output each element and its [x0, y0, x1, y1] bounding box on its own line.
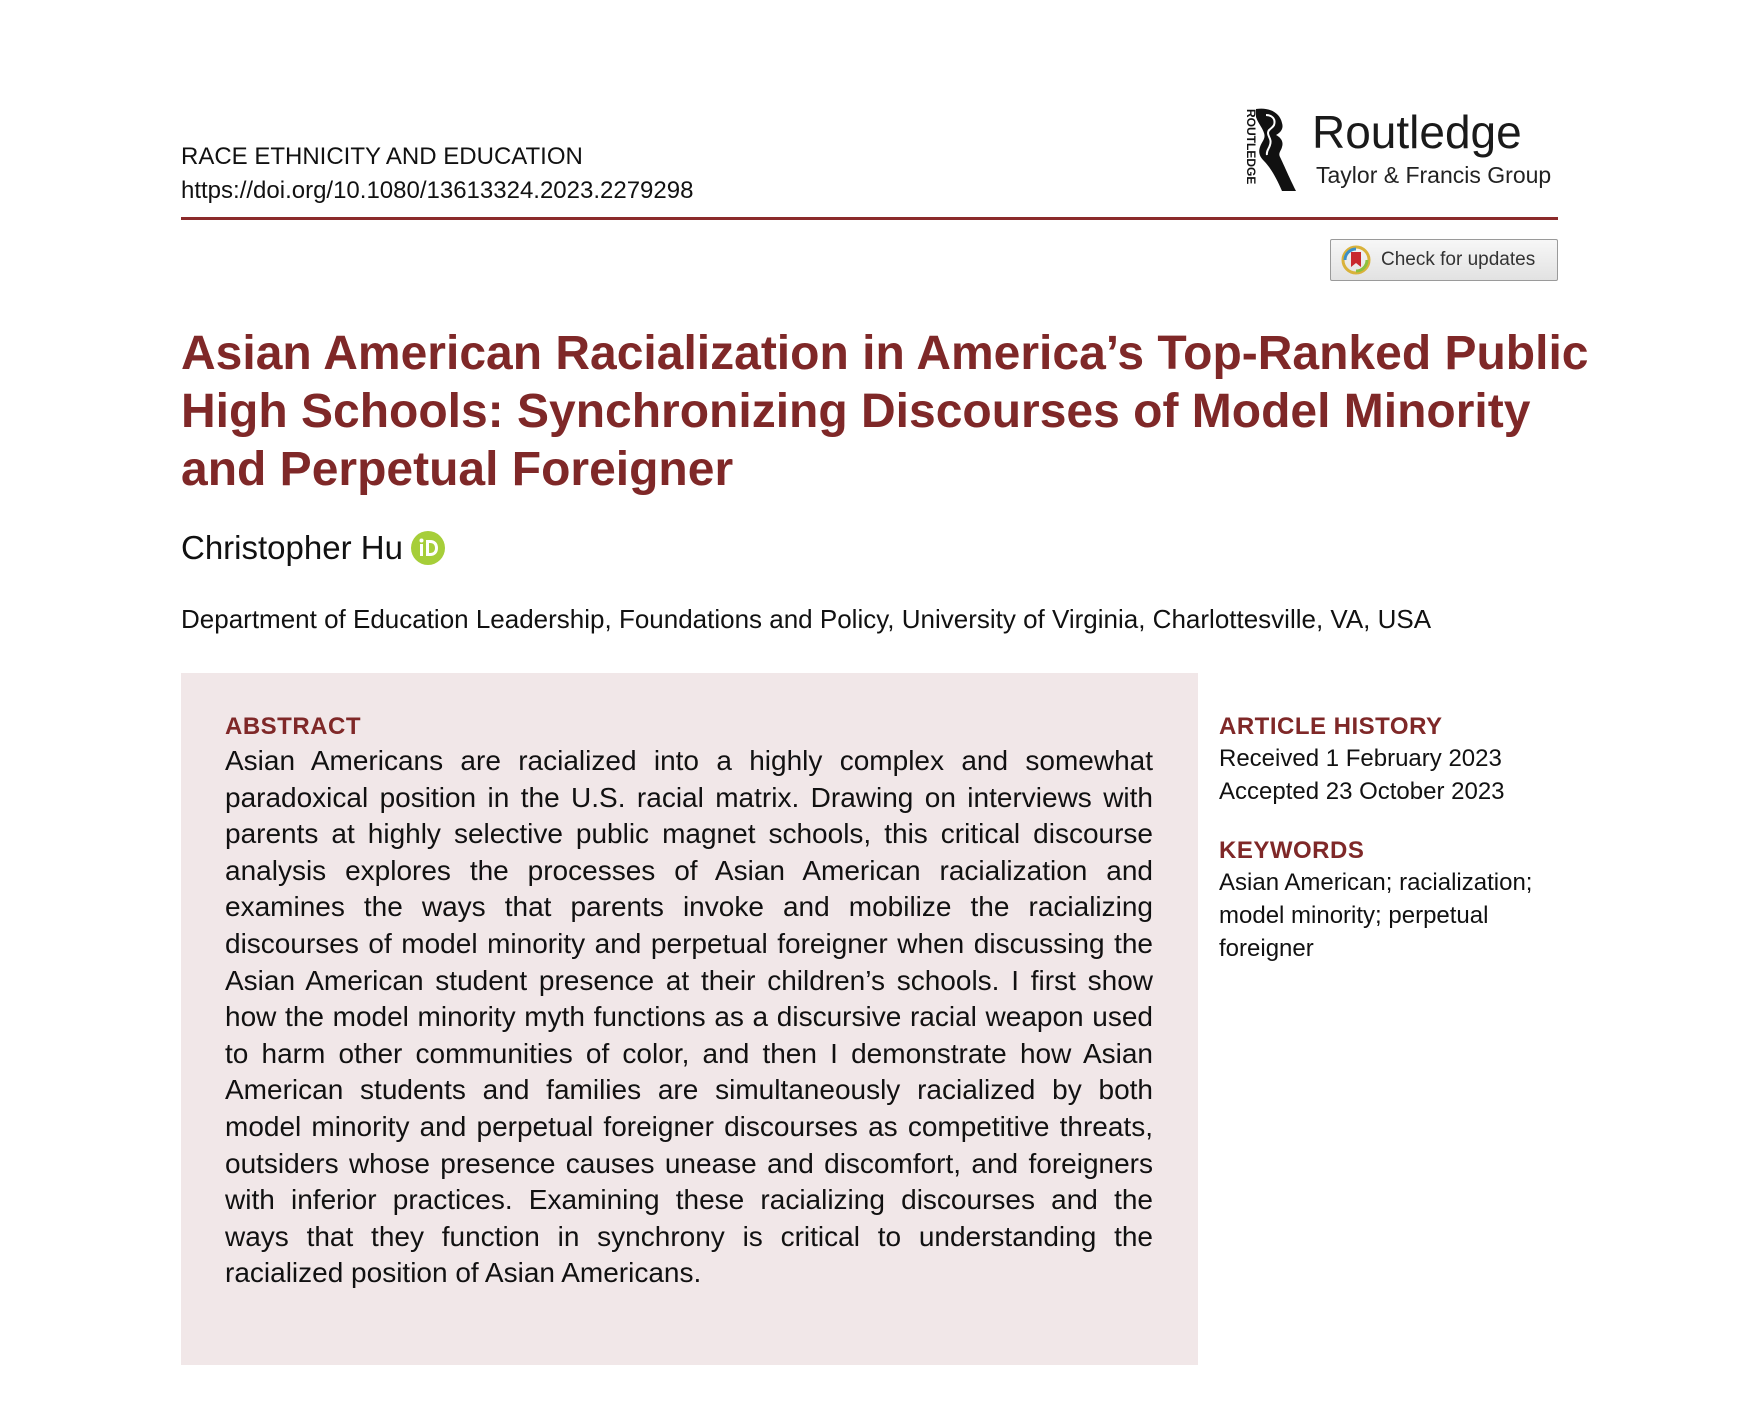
- title-line: Asian American Racialization in America’…: [181, 327, 1589, 380]
- doi-link[interactable]: https://doi.org/10.1080/13613324.2023.22…: [181, 177, 694, 204]
- header-divider: [181, 217, 1558, 220]
- routledge-logo: ROUTLEDGE Routledge Taylor & Francis Gro…: [1236, 105, 1558, 195]
- article-sidebar: ARTICLE HISTORY Received 1 February 2023…: [1219, 712, 1559, 965]
- article-history-heading: ARTICLE HISTORY: [1219, 713, 1443, 740]
- author-affiliation: Department of Education Leadership, Foun…: [181, 604, 1432, 634]
- journal-header: RACE ETHNICITY AND EDUCATION https://doi…: [181, 140, 693, 208]
- title-line: High Schools: Synchronizing Discourses o…: [181, 385, 1531, 438]
- author-name[interactable]: Christopher Hu: [181, 529, 403, 566]
- received-date: Received 1 February 2023: [1219, 745, 1502, 772]
- author-line: Christopher Hu: [181, 528, 445, 568]
- title-line: and Perpetual Foreigner: [181, 443, 734, 496]
- article-history: ARTICLE HISTORY Received 1 February 2023…: [1219, 712, 1559, 808]
- publisher-name: Routledge: [1312, 106, 1522, 158]
- check-for-updates-label: Check for updates: [1381, 249, 1536, 270]
- keywords-line: Asian American; racialization;: [1219, 869, 1533, 896]
- accepted-date: Accepted 23 October 2023: [1219, 778, 1505, 805]
- keywords-heading: KEYWORDS: [1219, 837, 1365, 864]
- check-for-updates-button[interactable]: Check for updates: [1330, 239, 1558, 281]
- keywords-line: model minority; perpetual: [1219, 902, 1489, 929]
- keywords-line: foreigner: [1219, 935, 1314, 962]
- abstract-text: Asian Americans are racialized into a hi…: [225, 745, 1153, 1289]
- article-title: Asian American Racialization in America’…: [181, 325, 1589, 499]
- logo-vertical-text: ROUTLEDGE: [1244, 109, 1258, 184]
- crossmark-icon: [1341, 245, 1371, 275]
- abstract-box: ABSTRACT Asian Americans are racialized …: [181, 673, 1198, 1365]
- orcid-icon[interactable]: [410, 531, 445, 565]
- publisher-group: Taylor & Francis Group: [1316, 162, 1552, 188]
- abstract-heading: ABSTRACT: [225, 713, 361, 740]
- journal-name: RACE ETHNICITY AND EDUCATION: [181, 143, 583, 170]
- keywords-section: KEYWORDS Asian American; racialization; …: [1219, 836, 1559, 965]
- routledge-heads-icon: ROUTLEDGE: [1244, 108, 1296, 191]
